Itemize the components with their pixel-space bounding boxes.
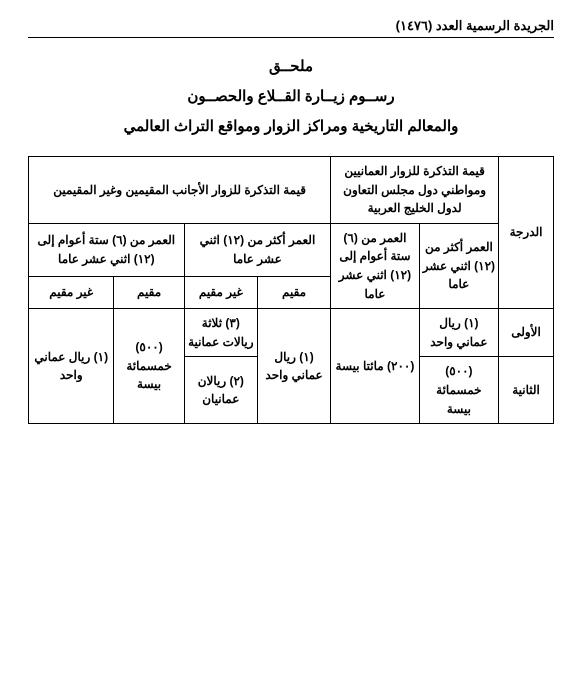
th-for-adult-resident: مقيم [257,276,330,308]
th-foreign-main: قيمة التذكرة للزوار الأجانب المقيمين وغي… [29,157,331,224]
th-for-adult: العمر أكثر من (١٢) اثني عشر عاما [184,223,331,276]
th-for-child-nonresident: غير مقيم [29,276,114,308]
th-for-adult-nonresident: غير مقيم [184,276,257,308]
th-gcc-child: العمر من (٦) ستة أعوام إلى (١٢) اثني عشر… [331,223,420,308]
th-for-child-resident: مقيم [114,276,184,308]
annex-title: ملحــق رســوم زيــارة القــلاع والحصــون… [28,52,554,142]
gcc-child-shared: (٢٠٠) مائتا بيسة [331,309,420,424]
for-adult-res-shared: (١) ريال عماني واحد [257,309,330,424]
fees-table: الدرجة قيمة التذكرة للزوار العمانيين ومو… [28,156,554,424]
grade-2-label: الثانية [499,357,554,424]
title-line-3: والمعالم التاريخية ومراكز الزوار ومواقع … [28,112,554,142]
grade-2-gcc-adult: (٥٠٠) خمسمائة بيسة [419,357,498,424]
gazette-header: الجريدة الرسمية العدد (١٤٧٦) [28,18,554,38]
for-child-res-shared: (٥٠٠) خمسمائة بيسة [114,309,184,424]
grade-1-gcc-adult: (١) ريال عماني واحد [419,309,498,357]
th-for-child: العمر من (٦) ستة أعوام إلى (١٢) اثني عشر… [29,223,185,276]
grade-1-label: الأولى [499,309,554,357]
title-line-2: رســوم زيــارة القــلاع والحصــون [28,82,554,112]
th-grade: الدرجة [499,157,554,309]
th-gcc-main: قيمة التذكرة للزوار العمانيين ومواطني دو… [331,157,499,224]
for-child-nonres-shared: (١) ريال عماني واحد [29,309,114,424]
grade-2-for-adult-nonres: (٢) ريالان عمانيان [184,357,257,424]
th-gcc-adult: العمر أكثر من (١٢) اثني عشر عاما [419,223,498,308]
title-line-1: ملحــق [28,52,554,82]
grade-1-for-adult-nonres: (٣) ثلاثة ريالات عمانية [184,309,257,357]
